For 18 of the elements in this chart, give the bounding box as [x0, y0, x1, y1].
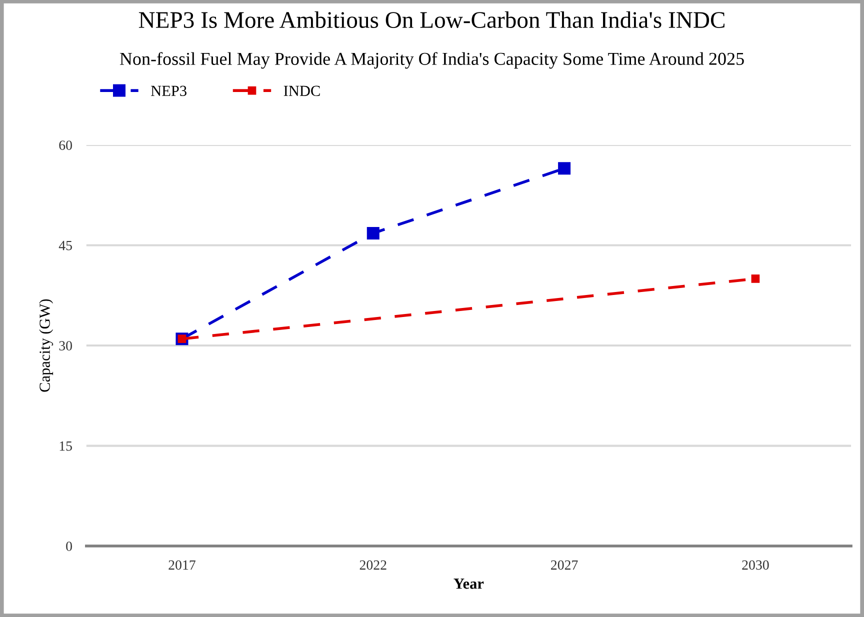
chart-subtitle: Non-fossil Fuel May Provide A Majority Of India's Capacity Some Time Around 2025	[120, 52, 744, 69]
y-tick-label: 0	[66, 542, 72, 551]
legend-label: NEP3	[151, 86, 186, 96]
y-tick-label: 15	[60, 441, 72, 451]
y-tick-label: 60	[59, 140, 72, 150]
y-axis-title: Capacity (GW)	[39, 299, 54, 392]
x-tick-label: 2030	[742, 560, 769, 570]
chart-title: NEP3 Is More Ambitious On Low-Carbon Than India's INDC	[138, 11, 724, 28]
x-axis-title: Year	[454, 578, 484, 589]
point	[558, 162, 571, 175]
y-tick-label: 30	[59, 341, 72, 350]
x-tick-label: 2027	[551, 560, 578, 570]
point	[366, 226, 380, 240]
x-tick-label: 2017	[168, 560, 196, 570]
y-tick-label: 45	[58, 240, 72, 250]
x-tick-label: 2022	[360, 560, 386, 570]
point	[751, 274, 760, 283]
legend-label: INDC	[284, 86, 320, 96]
